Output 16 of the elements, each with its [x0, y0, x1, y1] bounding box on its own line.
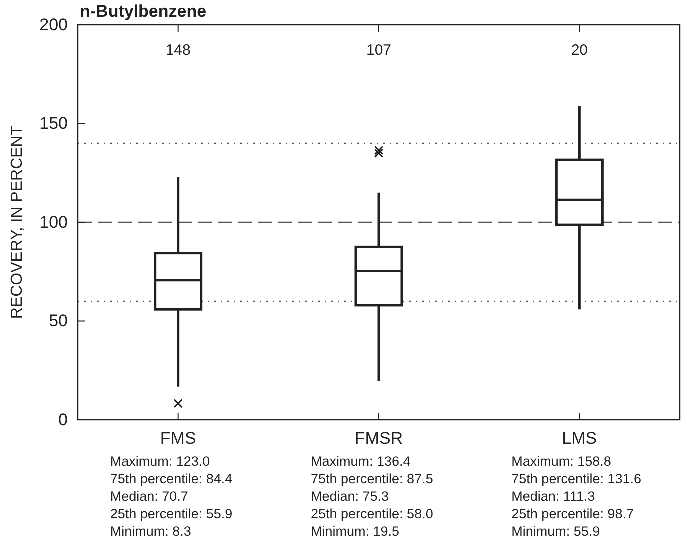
y-tick-label: 50: [49, 312, 68, 331]
y-tick-label: 150: [40, 114, 68, 134]
annotation: 148: [166, 42, 191, 59]
y-tick-label: 100: [40, 212, 68, 232]
text: Maximum: 158.8 75th percentile: 131.6 Median: 111.3 25th percentile: 98.7 Minimum: 55.9: [512, 454, 642, 539]
y-tick-label: 200: [40, 15, 68, 34]
text: Maximum: 123.0 75th percentile: 84.4 Median: 70.7 25th percentile: 55.9 Minimum: 8.3: [110, 454, 234, 539]
x-tick-label: FMSR: [354, 429, 404, 448]
text: Maximum: 136.4 75th percentile: 87.5 Median: 75.3 25th percentile: 58.0 Minimum: 19.5: [311, 454, 434, 539]
x-tick-label: FMS: [160, 429, 196, 448]
x-tick-label: LMS: [562, 429, 598, 448]
y-tick-label: 0: [58, 410, 68, 430]
annotation: 107: [366, 42, 392, 59]
annotation: 20: [571, 42, 588, 59]
y-axis-title: RECOVERY, IN PERCENT: [9, 126, 26, 320]
chart-title: n-Butylbenzene: [80, 2, 207, 21]
